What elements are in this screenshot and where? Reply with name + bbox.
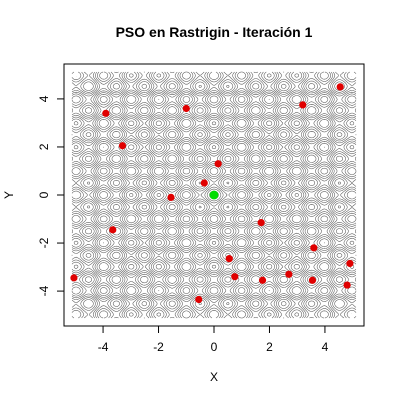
- particle-point: [200, 179, 208, 187]
- y-axis-label: Y: [2, 191, 16, 199]
- contour-layer: [71, 71, 357, 319]
- y-tick-label: 0: [37, 191, 51, 198]
- x-tick-label: 4: [322, 340, 329, 354]
- contour-line: [71, 71, 357, 319]
- particle-point: [167, 193, 175, 202]
- global-optimum-point: [209, 190, 219, 200]
- x-axis: -4 -2 0 2 4: [98, 326, 329, 354]
- particle-point: [118, 142, 127, 150]
- particle-point: [336, 83, 344, 91]
- particle-point: [70, 274, 78, 282]
- contour-line: [71, 71, 357, 319]
- particle-point: [214, 160, 222, 168]
- contour-line: [71, 71, 357, 319]
- y-tick-label: -2: [37, 237, 51, 248]
- contour-line: [71, 71, 357, 319]
- x-tick-label: -2: [153, 340, 164, 354]
- x-tick-label: 2: [266, 340, 273, 354]
- particle-point: [285, 270, 293, 278]
- particle-point: [195, 295, 203, 304]
- contour-line: [99, 95, 329, 295]
- y-tick-label: -4: [37, 285, 51, 296]
- particle-point: [109, 226, 117, 234]
- particle-point: [343, 281, 351, 289]
- particles-layer: [70, 83, 354, 304]
- particle-point: [257, 219, 265, 227]
- particle-point: [310, 244, 318, 252]
- contour-line: [71, 71, 357, 319]
- particle-point: [102, 109, 110, 117]
- particle-point: [346, 259, 354, 268]
- particle-point: [182, 104, 190, 113]
- y-tick-label: 4: [37, 95, 51, 102]
- contour-line: [80, 79, 348, 311]
- contour-line: [71, 71, 357, 319]
- particle-point: [258, 276, 267, 284]
- contour-line: [71, 71, 357, 319]
- x-tick-label: 0: [211, 340, 218, 354]
- x-tick-label: -4: [98, 340, 109, 354]
- contour-line: [97, 93, 331, 297]
- particle-point: [225, 255, 233, 263]
- x-axis-label: X: [210, 370, 218, 384]
- contour-line: [125, 118, 303, 272]
- chart-title: PSO en Rastrigin - Iteración 1: [116, 24, 313, 40]
- particle-point: [308, 276, 317, 284]
- particle-point: [299, 101, 307, 109]
- y-tick-label: 2: [37, 143, 51, 150]
- y-axis: -4 -2 0 2 4: [37, 95, 64, 296]
- contour-line: [129, 121, 299, 269]
- particle-point: [231, 273, 239, 281]
- contour-line: [71, 71, 357, 319]
